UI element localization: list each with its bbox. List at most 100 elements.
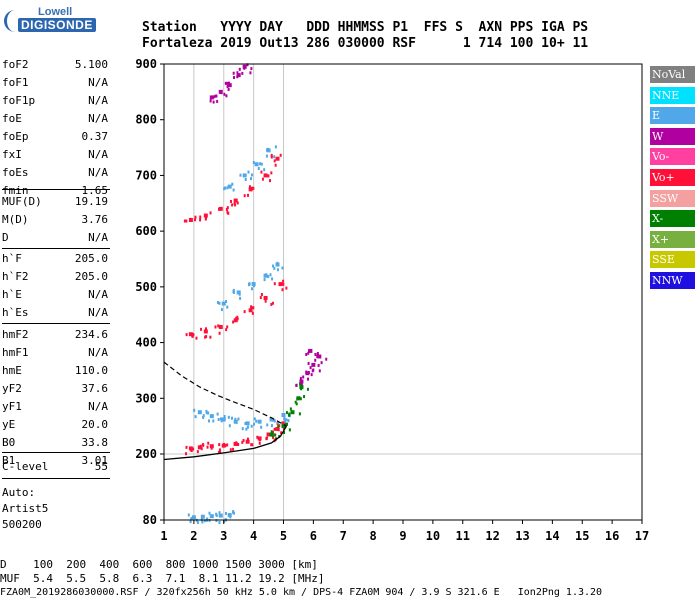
legend-item-nne: NNE [650, 86, 695, 104]
trace-dot [257, 166, 260, 170]
trace-point [308, 348, 313, 353]
trace-dot [250, 424, 253, 428]
param-name: yF1 [2, 400, 22, 413]
trace-dot [250, 67, 253, 71]
param-value: 1.65 [81, 184, 109, 197]
trace-dot [260, 293, 263, 297]
trace-dot [237, 417, 240, 421]
trace-dot [251, 311, 254, 315]
trace-dot [302, 375, 305, 379]
trace-dot [265, 154, 268, 158]
divider [2, 323, 110, 324]
trace-point [209, 95, 214, 100]
x-tick-label: 17 [635, 529, 649, 543]
trace-dot [212, 419, 215, 423]
trace-dot [223, 187, 226, 191]
trace-point [227, 513, 232, 518]
trace-dot [223, 92, 226, 96]
trace-point [245, 421, 250, 426]
trace-dot [189, 217, 192, 221]
param-row: foEs N/A [2, 166, 108, 182]
trace-dot [309, 366, 312, 370]
trace-dot [200, 327, 203, 331]
electron-density-profile [163, 425, 288, 461]
param-name: B0 [2, 436, 16, 449]
trace-dot [215, 94, 218, 98]
trace-dot [190, 517, 193, 521]
trace-dot [218, 511, 221, 515]
param-row: h`F2 205.0 [2, 270, 108, 286]
x-tick-label: 5 [280, 529, 287, 543]
param-row: hmF2 234.6 [2, 328, 108, 344]
trace-dot [246, 63, 249, 67]
param-value: 5.100 [74, 58, 108, 71]
trace-dot [317, 363, 320, 367]
trace-dot [273, 282, 276, 286]
trace-dot [243, 310, 246, 314]
trace-dot [196, 450, 199, 454]
y-tick-label: 200 [135, 447, 157, 461]
trace-dot [270, 171, 273, 175]
y-tick-label: 700 [135, 168, 157, 182]
header-values: Fortaleza 2019 Out13 286 030000 RSF 1 71… [142, 36, 589, 51]
trace-dot [192, 333, 195, 337]
trace-dot [187, 513, 190, 517]
trace-dot [226, 186, 229, 190]
trace-dot [298, 412, 301, 416]
trace-dot [318, 369, 321, 373]
trace-dot [190, 448, 193, 452]
trace-dot [219, 450, 222, 454]
autoscaling-code: 500200 [2, 518, 42, 531]
trace-dot [227, 82, 230, 86]
trace-dot [252, 186, 255, 190]
trace-dot [259, 296, 262, 300]
trace-dot [215, 512, 218, 516]
param-value: 234.6 [74, 328, 108, 341]
trace-dot [264, 299, 267, 303]
legend-item-x-: X- [650, 210, 695, 228]
y-tick-label: 400 [135, 336, 157, 350]
param-row: B1 3.01 [2, 454, 108, 470]
trace-dot [183, 219, 186, 223]
trace-dot [270, 153, 273, 157]
legend-item-x-: X+ [650, 230, 695, 248]
trace-dot [253, 422, 256, 426]
param-name: hmF2 [2, 328, 29, 341]
param-row: h`Es N/A [2, 306, 108, 322]
trace-dot [224, 511, 227, 515]
y-tick-label: 600 [135, 224, 157, 238]
trace-dot [226, 206, 229, 210]
trace-dot [194, 415, 197, 419]
trace-dot [205, 216, 208, 220]
trace-dot [271, 418, 274, 422]
trace-dot [251, 443, 254, 447]
trace-dot [282, 427, 285, 431]
trace-dot [231, 416, 234, 420]
param-value: 20.0 [81, 418, 109, 431]
trace-dot [269, 273, 272, 277]
trace-dot [299, 397, 302, 401]
y-tick-label: 80 [143, 513, 157, 527]
y-tick-label: 500 [135, 280, 157, 294]
trace-dot [208, 419, 211, 423]
param-row: D N/A [2, 231, 108, 247]
legend-item-w: W [650, 127, 695, 145]
trace-dot [285, 418, 288, 422]
trace-point [290, 410, 295, 415]
trace-dot [201, 520, 204, 524]
trace-dot [311, 369, 314, 373]
x-tick-label: 13 [515, 529, 529, 543]
trace-dot [225, 207, 228, 211]
trace-dot [308, 349, 311, 353]
param-value: N/A [88, 148, 108, 161]
trace-dot [245, 427, 248, 431]
trace-dot [266, 147, 269, 151]
trace-dot [232, 71, 235, 75]
trace-dot [272, 301, 275, 305]
param-value: 205.0 [74, 252, 108, 265]
trace-dot [203, 519, 206, 523]
trace-dot [289, 407, 292, 411]
trace-dot [206, 445, 209, 449]
trace-dot [218, 331, 221, 335]
trace-dot [247, 193, 250, 197]
